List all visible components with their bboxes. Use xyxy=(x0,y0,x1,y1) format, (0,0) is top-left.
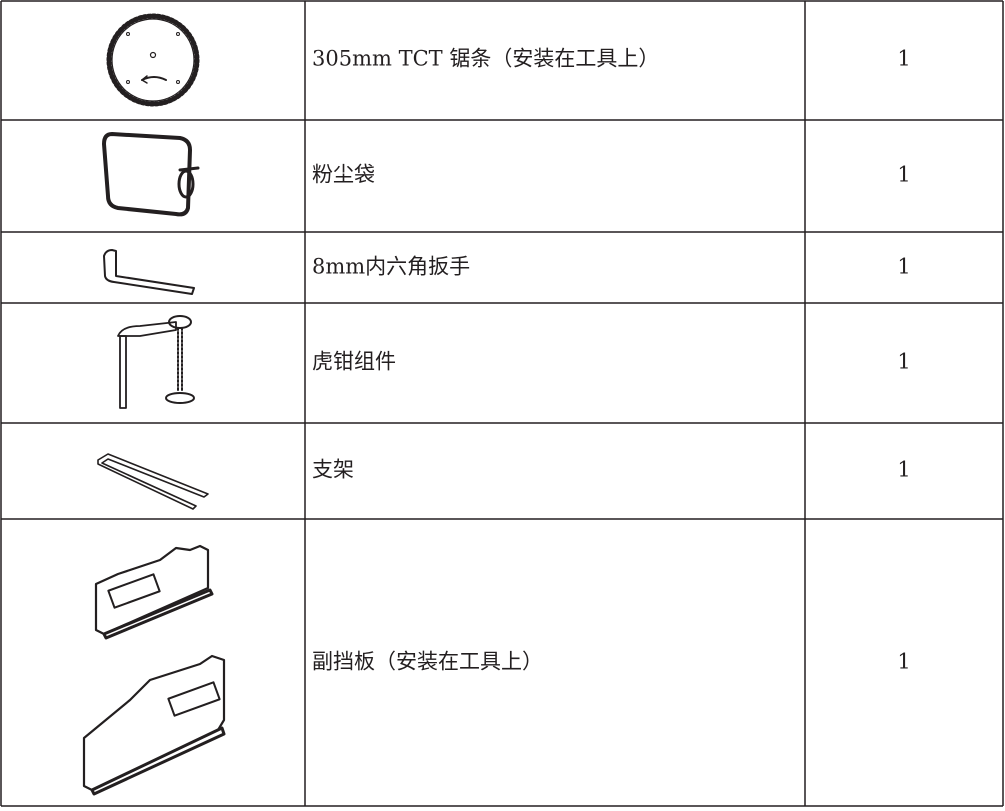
stand-icon xyxy=(97,453,209,510)
table-cells: 305mm TCT 锯条（安装在工具上） 1 粉尘袋 1 8mm内六角扳手 1 虎钳组件 1 支… xyxy=(312,47,911,674)
clamp-icon xyxy=(117,315,195,409)
item-quantity: 1 xyxy=(897,255,910,279)
item-quantity: 1 xyxy=(897,163,910,187)
sub-fence-icon xyxy=(82,544,226,796)
item-name: 8mm内六角扳手 xyxy=(312,255,470,279)
item-quantity: 1 xyxy=(897,350,910,374)
item-name: 副挡板（安装在工具上） xyxy=(312,650,543,674)
item-name: 虎钳组件 xyxy=(312,350,396,374)
saw-blade-icon xyxy=(106,13,200,107)
item-quantity: 1 xyxy=(897,650,910,674)
item-quantity: 1 xyxy=(897,458,910,482)
hex-wrench-icon xyxy=(103,249,195,295)
item-name: 支架 xyxy=(312,458,354,482)
item-name: 粉尘袋 xyxy=(312,163,375,187)
dust-bag-icon xyxy=(102,132,200,217)
item-quantity: 1 xyxy=(897,47,910,71)
item-name: 305mm TCT 锯条（安装在工具上） xyxy=(312,47,659,71)
